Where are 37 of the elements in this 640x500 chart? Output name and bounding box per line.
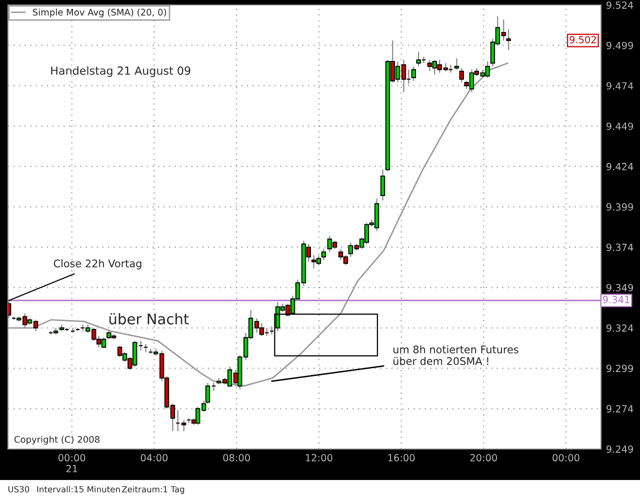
y-tick-label: 9.324 — [606, 324, 634, 332]
candlestick — [506, 28, 511, 51]
text: US30 — [8, 486, 30, 492]
y-tick-label: 9.349 — [606, 284, 634, 292]
y-tick-label: 9.374 — [606, 244, 634, 252]
annotation: um 8h notierten Futures über dem 20SMA ! — [393, 345, 518, 366]
x-tick-label: 12:00 — [306, 454, 332, 462]
annotation: Handelstag 21 August 09 — [51, 66, 190, 77]
x-tick-label: 16:00 — [388, 454, 415, 462]
legend-label: Simple Mov Avg (SMA) (20, 0) — [32, 8, 166, 18]
y-tick-label: 9.399 — [606, 203, 634, 211]
y-tick-label: 9.474 — [606, 82, 634, 90]
x-tick-label: 08:00 — [223, 454, 250, 462]
x-tick-label: 20:00 — [470, 454, 497, 462]
x-tick-label: 04:00 — [140, 454, 168, 462]
candlestick — [459, 67, 464, 84]
y-tick-label: 9.249 — [606, 445, 634, 453]
text: Zeitraum:1 Tag — [122, 486, 184, 494]
text: Intervall:15 Minuten — [37, 486, 120, 492]
x-tick-label: 00:00 — [552, 454, 580, 462]
candlestick — [321, 248, 326, 261]
annotation: Close 22h Vortag — [54, 259, 142, 270]
candlestick — [411, 66, 416, 82]
y-tick-label: 9.524 — [606, 1, 634, 9]
x-tick-label: 00:00 21 — [58, 454, 86, 472]
annotation: Copyright (C) 2008 — [14, 436, 100, 445]
annotation: über Nacht — [109, 313, 189, 324]
annotation: 9.502 — [570, 36, 596, 44]
y-tick-label: 9.299 — [606, 364, 634, 372]
y-tick-label: 9.274 — [606, 405, 634, 412]
y-tick-label: 9.449 — [606, 122, 634, 130]
y-tick-label: 9.424 — [606, 162, 634, 170]
candlestick — [182, 419, 186, 432]
y-tick-label: 9.499 — [606, 42, 634, 50]
candlestick — [380, 169, 386, 201]
ref-line-label: 9.341 — [603, 296, 630, 304]
candlestick — [454, 58, 459, 70]
